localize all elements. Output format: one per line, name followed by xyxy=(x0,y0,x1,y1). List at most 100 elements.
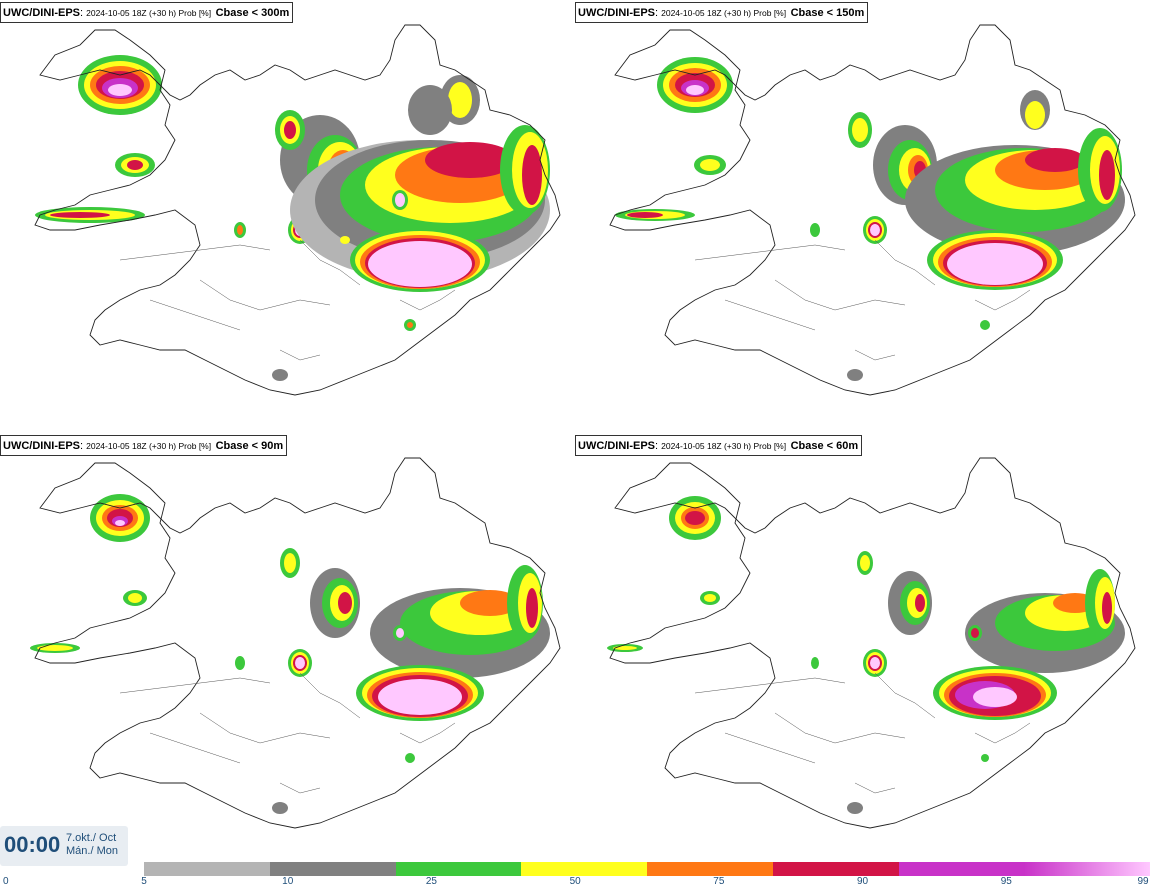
probability-area xyxy=(852,118,868,142)
probability-area xyxy=(405,753,415,763)
probability-area xyxy=(407,322,413,328)
terrain-contour xyxy=(399,722,456,744)
valid-date-line1: 7.okt./ Oct xyxy=(66,832,117,844)
model-name: UWC/DINI-EPS xyxy=(3,7,80,19)
probability-area xyxy=(284,553,296,573)
terrain-contour xyxy=(399,289,456,311)
probability-area xyxy=(128,593,142,603)
variable-name: Cbase < 300m xyxy=(215,7,290,19)
probability-area xyxy=(272,802,288,814)
probability-area xyxy=(870,657,880,669)
probability-area xyxy=(700,159,720,171)
probability-area xyxy=(1025,101,1045,129)
terrain-contour xyxy=(874,672,936,719)
probability-area xyxy=(1102,592,1112,624)
colorbar-segment xyxy=(1024,862,1150,876)
terrain-contour xyxy=(199,712,331,744)
map-panel-cbase-90m: UWC/DINI-EPS: 2024-10-05 18Z (+30 h) Pro… xyxy=(0,433,575,863)
probability-area xyxy=(981,754,989,762)
run-info: 2024-10-05 18Z (+30 h) Prob [%] xyxy=(86,441,212,451)
run-info: 2024-10-05 18Z (+30 h) Prob [%] xyxy=(661,8,787,18)
probability-area xyxy=(295,657,305,669)
valid-time-box: 00:00 7.okt./ Oct Mán./ Mon xyxy=(0,826,128,866)
probability-area xyxy=(408,85,452,135)
probability-area xyxy=(847,802,863,814)
probability-area xyxy=(425,142,515,178)
colorbar-tick-label: 5 xyxy=(141,876,147,887)
colorbar-tick-label: 95 xyxy=(1000,876,1012,887)
terrain-contour xyxy=(974,722,1031,744)
probability-area xyxy=(847,369,863,381)
probability-area xyxy=(108,84,132,96)
model-name: UWC/DINI-EPS xyxy=(578,440,655,452)
probability-area xyxy=(235,656,245,670)
colorbar-tick-label: 10 xyxy=(282,876,294,887)
iceland-map xyxy=(30,457,561,829)
colorbar-segment xyxy=(647,862,773,876)
probability-area xyxy=(973,687,1017,707)
colorbar-tick-label: 99 xyxy=(1137,876,1149,887)
map-panel-cbase-150m: UWC/DINI-EPS: 2024-10-05 18Z (+30 h) Pro… xyxy=(575,0,1150,430)
probability-area xyxy=(1099,150,1115,200)
probability-area xyxy=(272,369,288,381)
coastline xyxy=(609,457,1136,829)
probability-area xyxy=(127,160,143,170)
colorbar-tick-label: 75 xyxy=(713,876,725,887)
terrain-contour xyxy=(874,239,936,286)
probability-area xyxy=(980,320,990,330)
probability-area xyxy=(340,236,350,244)
panel-title: UWC/DINI-EPS: 2024-10-05 18Z (+30 h) Pro… xyxy=(575,2,869,23)
model-name: UWC/DINI-EPS xyxy=(578,7,655,19)
colorbar-tick-label: 25 xyxy=(425,876,437,887)
valid-time-clock: 00:00 xyxy=(4,832,61,857)
colorbar-segment xyxy=(898,862,1025,876)
probability-area xyxy=(613,646,637,650)
probability-area xyxy=(338,592,352,614)
terrain-contour xyxy=(299,239,361,286)
colorbar-tick-label: 0 xyxy=(3,876,9,887)
valid-date: 7.okt./ Oct Mán./ Mon xyxy=(66,832,118,858)
colorbar-segment xyxy=(772,862,899,876)
colorbar-segment xyxy=(144,862,270,876)
probability-area xyxy=(396,628,404,638)
colorbar-segment xyxy=(395,862,522,876)
terrain-contour xyxy=(854,349,896,361)
coastline xyxy=(34,24,561,396)
terrain-contour xyxy=(279,782,321,794)
terrain-contour xyxy=(854,782,896,794)
probability-area xyxy=(971,628,979,638)
terrain-contour xyxy=(724,299,816,331)
probability-area xyxy=(50,212,110,218)
terrain-contour xyxy=(974,289,1031,311)
probability-area xyxy=(704,594,716,602)
terrain-contour xyxy=(119,244,271,261)
map-panel-cbase-60m: UWC/DINI-EPS: 2024-10-05 18Z (+30 h) Pro… xyxy=(575,433,1150,863)
run-info: 2024-10-05 18Z (+30 h) Prob [%] xyxy=(661,441,787,451)
probability-area xyxy=(915,594,925,612)
colorbar-segment xyxy=(521,862,647,876)
colorbar-tick-label: 90 xyxy=(857,876,869,887)
run-info: 2024-10-05 18Z (+30 h) Prob [%] xyxy=(86,8,212,18)
terrain-contour xyxy=(694,244,846,261)
terrain-contour xyxy=(119,677,271,694)
probability-area xyxy=(810,223,820,237)
probability-area xyxy=(284,121,296,139)
probability-area xyxy=(115,520,125,526)
iceland-map xyxy=(607,457,1136,829)
terrain-contour xyxy=(199,279,331,311)
model-name: UWC/DINI-EPS xyxy=(3,440,80,452)
probability-area xyxy=(395,193,405,207)
coastline xyxy=(609,24,1136,396)
variable-name: Cbase < 60m xyxy=(790,440,859,452)
terrain-contour xyxy=(774,279,906,311)
probability-area xyxy=(947,243,1043,285)
variable-name: Cbase < 90m xyxy=(215,440,284,452)
probability-area xyxy=(460,590,520,616)
panel-title: UWC/DINI-EPS: 2024-10-05 18Z (+30 h) Pro… xyxy=(0,435,288,456)
terrain-contour xyxy=(724,732,816,764)
iceland-map xyxy=(609,24,1136,396)
colorbar-tick-label: 50 xyxy=(569,876,581,887)
probability-area xyxy=(448,82,472,118)
terrain-contour xyxy=(774,712,906,744)
probability-area xyxy=(860,555,870,571)
